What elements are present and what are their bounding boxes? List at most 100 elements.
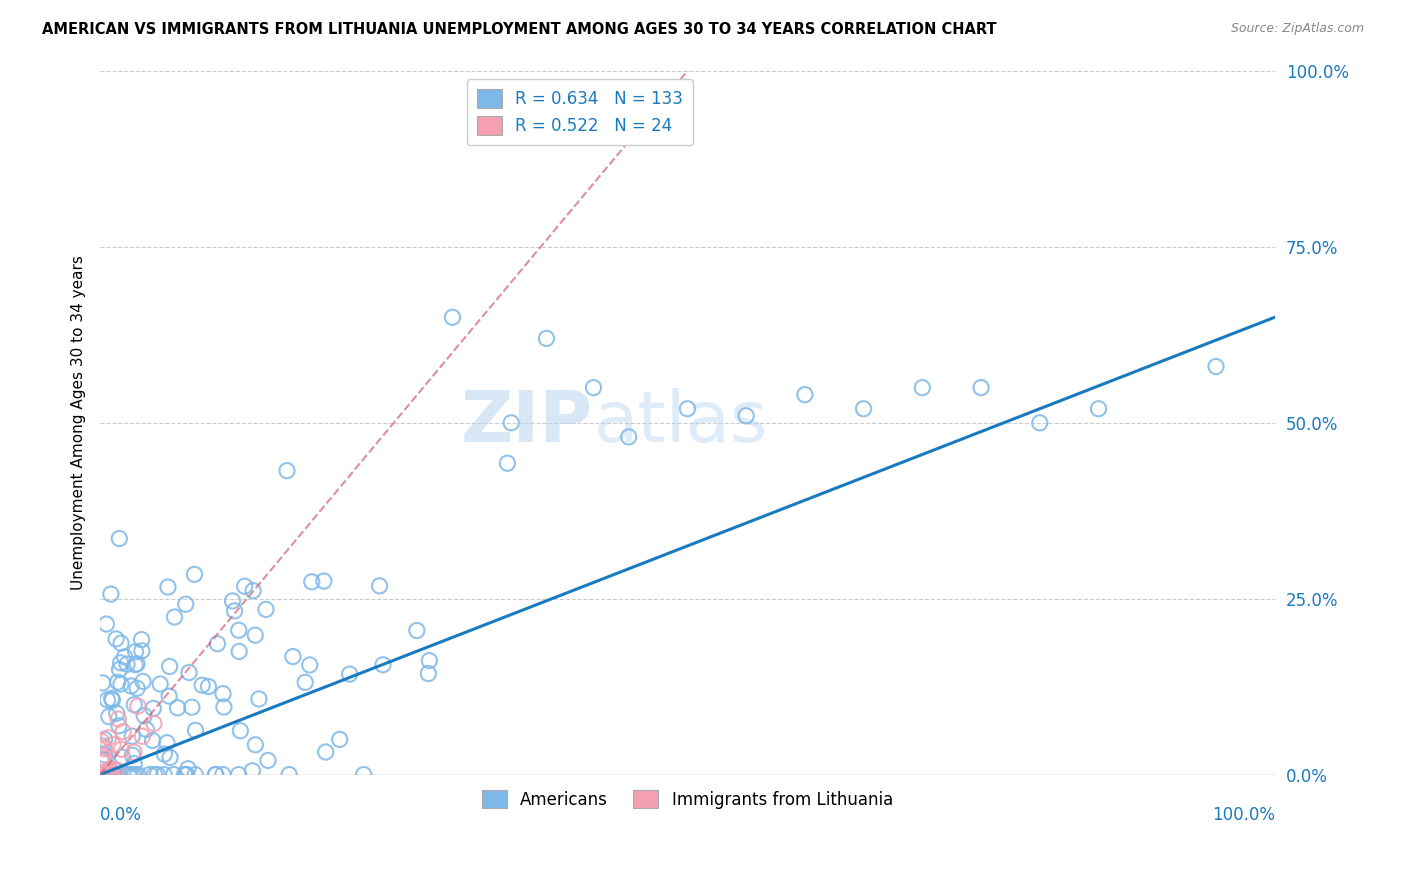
Point — [371, 657, 394, 672]
Point — [143, 767, 166, 781]
Point — [90, 734, 112, 748]
Point — [353, 767, 375, 781]
Point — [108, 767, 131, 781]
Point — [254, 602, 277, 616]
Point — [281, 649, 304, 664]
Point — [97, 709, 120, 723]
Point — [132, 674, 155, 689]
Point — [368, 579, 391, 593]
Point — [105, 632, 128, 646]
Point — [501, 416, 523, 430]
Point — [441, 310, 464, 325]
Point — [163, 610, 186, 624]
Point — [536, 331, 558, 345]
Point — [93, 747, 115, 762]
Text: Source: ZipAtlas.com: Source: ZipAtlas.com — [1230, 22, 1364, 36]
Point — [100, 587, 122, 601]
Point — [117, 767, 139, 781]
Point — [108, 532, 131, 546]
Point — [177, 762, 200, 776]
Point — [142, 701, 165, 715]
Point — [177, 665, 200, 680]
Point — [676, 401, 699, 416]
Point — [153, 747, 176, 761]
Point — [122, 698, 145, 712]
Point — [127, 699, 149, 714]
Point — [114, 649, 136, 664]
Point — [120, 679, 142, 693]
Point — [211, 767, 233, 781]
Point — [124, 767, 146, 781]
Point — [229, 723, 252, 738]
Point — [91, 676, 114, 690]
Point — [339, 667, 361, 681]
Point — [100, 691, 122, 706]
Point — [108, 663, 131, 677]
Text: ZIP: ZIP — [461, 388, 593, 458]
Point — [127, 767, 149, 781]
Point — [96, 766, 118, 780]
Point — [174, 597, 197, 611]
Point — [110, 742, 132, 756]
Point — [276, 464, 298, 478]
Point — [204, 767, 226, 781]
Point — [911, 381, 934, 395]
Point — [496, 456, 519, 470]
Point — [107, 712, 129, 726]
Point — [121, 748, 143, 763]
Point — [582, 381, 605, 395]
Point — [221, 594, 243, 608]
Point — [242, 764, 264, 778]
Point — [228, 767, 250, 781]
Point — [93, 767, 115, 781]
Point — [174, 767, 197, 781]
Point — [134, 708, 156, 723]
Point — [793, 387, 815, 401]
Point — [93, 741, 115, 756]
Point — [1087, 401, 1109, 416]
Point — [96, 693, 118, 707]
Point — [141, 733, 163, 747]
Point — [121, 729, 143, 743]
Point — [131, 632, 153, 647]
Point — [89, 767, 111, 781]
Point — [228, 644, 250, 658]
Point — [124, 645, 146, 659]
Point — [98, 763, 121, 777]
Point — [105, 706, 128, 721]
Point — [184, 723, 207, 738]
Point — [118, 767, 141, 781]
Point — [298, 657, 321, 672]
Text: atlas: atlas — [593, 388, 768, 458]
Point — [157, 689, 180, 703]
Point — [197, 680, 219, 694]
Point — [122, 745, 145, 759]
Point — [191, 678, 214, 692]
Point — [101, 767, 124, 781]
Point — [180, 700, 202, 714]
Point — [257, 753, 280, 767]
Point — [212, 687, 235, 701]
Point — [96, 617, 118, 632]
Point — [1205, 359, 1227, 374]
Point — [156, 736, 179, 750]
Point — [233, 579, 256, 593]
Point — [122, 756, 145, 771]
Point — [1029, 416, 1052, 430]
Point — [96, 767, 118, 781]
Point — [107, 675, 129, 690]
Text: 100.0%: 100.0% — [1212, 806, 1275, 824]
Point — [110, 656, 132, 670]
Point — [735, 409, 758, 423]
Point — [108, 719, 131, 733]
Point — [91, 753, 114, 767]
Point — [97, 731, 120, 745]
Point — [315, 745, 337, 759]
Point — [418, 666, 440, 681]
Point — [100, 767, 122, 781]
Point — [94, 767, 117, 781]
Point — [247, 692, 270, 706]
Point — [111, 750, 134, 764]
Point — [224, 604, 246, 618]
Point — [159, 750, 181, 764]
